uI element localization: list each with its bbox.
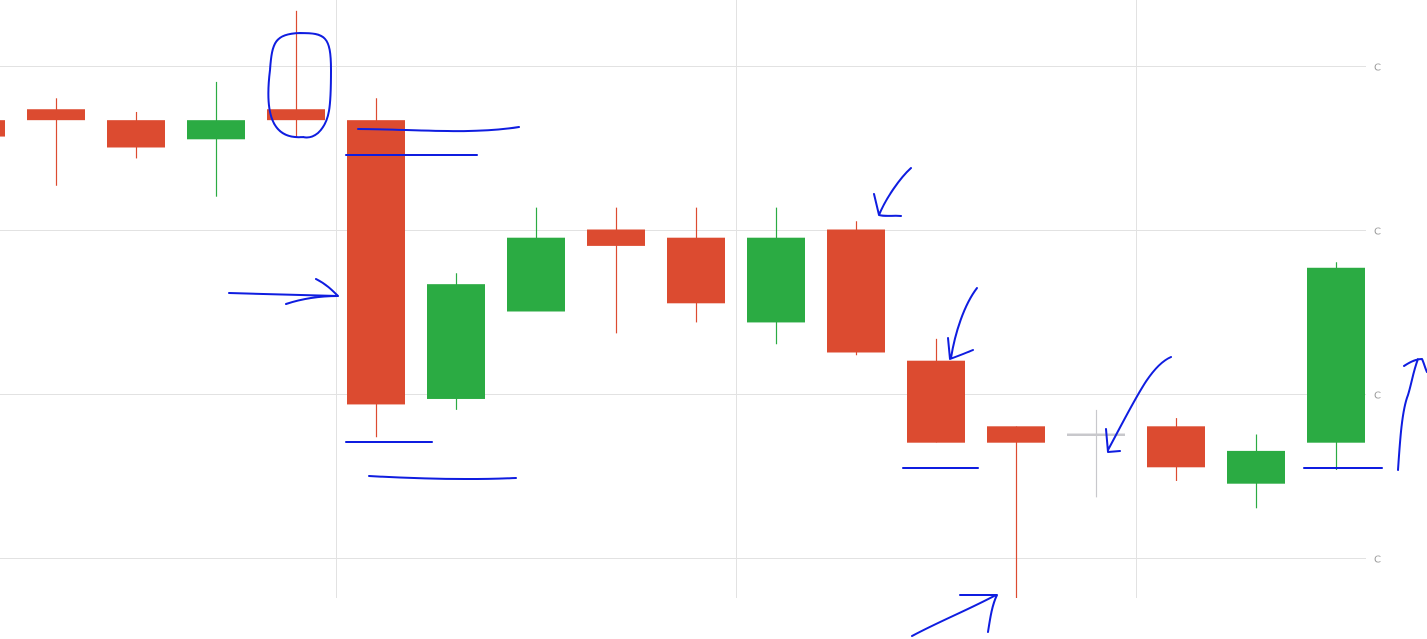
- candle-1: [27, 98, 85, 186]
- candle-body-17: [1307, 267, 1365, 443]
- hand-drawn-annotations: [228, 32, 1427, 637]
- candle-body-0: [0, 120, 5, 137]
- candle-body-2: [107, 120, 165, 148]
- candle-body-3: [187, 120, 245, 140]
- candle-body-8: [587, 229, 645, 246]
- lower-shadow-line-annotation: [368, 475, 517, 481]
- candle-body-15: [1147, 426, 1205, 468]
- candle-body-5: [347, 120, 405, 405]
- candle-body-12: [907, 360, 965, 443]
- candle-body-16: [1227, 450, 1285, 484]
- arrow-annotation-bottom: [911, 594, 998, 637]
- arrow-annotation-doji: [1105, 356, 1172, 453]
- candle-body-13: [987, 426, 1045, 443]
- candle-14: [1067, 409, 1125, 498]
- candle-0: [0, 120, 5, 137]
- candles: [0, 10, 1365, 598]
- circle-annotation: [267, 32, 332, 139]
- arrow-annotation-top: [873, 167, 912, 217]
- candle-3: [187, 81, 245, 197]
- y-tick-label-2: C: [1374, 391, 1381, 402]
- y-axis-ticks: C C C C: [1374, 63, 1381, 566]
- candle-5: [347, 98, 405, 438]
- candle-body-7: [507, 237, 565, 312]
- candle-13: [987, 426, 1045, 598]
- y-tick-label-1: C: [1374, 227, 1381, 238]
- candle-body-9: [667, 237, 725, 304]
- y-tick-label-3: C: [1374, 555, 1381, 566]
- candle-15: [1147, 418, 1205, 481]
- candle-10: [747, 207, 805, 345]
- candle-body-6: [427, 284, 485, 399]
- candle-body-14: [1067, 433, 1125, 436]
- candle-body-1: [27, 109, 85, 121]
- candle-9: [667, 207, 725, 323]
- candle-17: [1307, 262, 1365, 471]
- arrow-right-annotation: [228, 278, 339, 305]
- candle-7: [507, 207, 565, 312]
- candle-4: [267, 10, 325, 137]
- grid: [0, 0, 1366, 598]
- candle-2: [107, 111, 165, 159]
- candle-8: [587, 207, 645, 334]
- arrow-annotation-right: [1397, 358, 1427, 471]
- y-tick-label-0: C: [1374, 63, 1381, 74]
- candle-11: [827, 221, 885, 356]
- candle-body-4: [267, 109, 325, 121]
- upper-shadow-line-annotation: [357, 126, 520, 133]
- candle-12: [907, 338, 965, 443]
- arrow-annotation-mid: [947, 287, 978, 360]
- candle-6: [427, 273, 485, 410]
- candle-body-10: [747, 237, 805, 323]
- candle-16: [1227, 434, 1285, 509]
- candle-body-11: [827, 229, 885, 353]
